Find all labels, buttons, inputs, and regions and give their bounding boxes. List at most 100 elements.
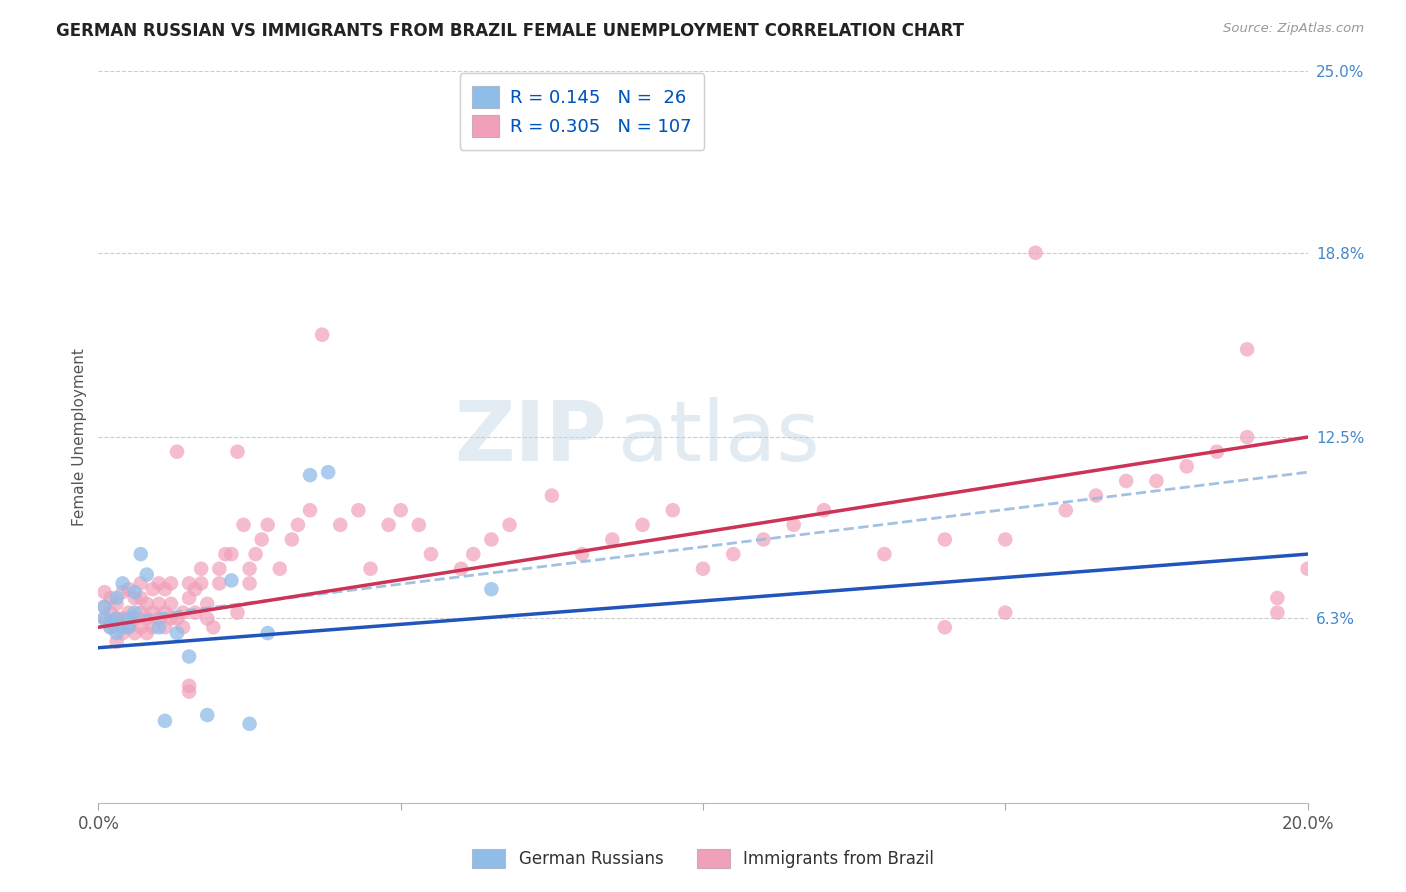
Point — [208, 576, 231, 591]
Text: GERMAN RUSSIAN VS IMMIGRANTS FROM BRAZIL FEMALE UNEMPLOYMENT CORRELATION CHART: GERMAN RUSSIAN VS IMMIGRANTS FROM BRAZIL… — [56, 22, 965, 40]
Point — [1267, 591, 1289, 605]
Point — [281, 533, 304, 547]
Point — [299, 468, 322, 483]
Point — [752, 533, 775, 547]
Point — [662, 503, 685, 517]
Point — [389, 503, 412, 517]
Point — [208, 562, 231, 576]
Point — [135, 567, 157, 582]
Point — [1175, 459, 1198, 474]
Point — [129, 591, 152, 605]
Point — [153, 714, 176, 728]
Point — [481, 533, 503, 547]
Point — [100, 606, 122, 620]
Point — [153, 582, 176, 597]
Point — [329, 517, 352, 532]
Point — [934, 620, 956, 634]
Point — [129, 620, 152, 634]
Point — [195, 708, 218, 723]
Point — [135, 626, 157, 640]
Point — [195, 611, 218, 625]
Point — [118, 620, 141, 634]
Point — [377, 517, 399, 532]
Point — [1085, 489, 1108, 503]
Point — [723, 547, 745, 561]
Point — [245, 547, 267, 561]
Point — [124, 591, 146, 605]
Point — [105, 635, 128, 649]
Point — [420, 547, 443, 561]
Point — [135, 597, 157, 611]
Point — [100, 620, 122, 634]
Point — [221, 547, 243, 561]
Point — [226, 444, 249, 458]
Point — [1206, 444, 1229, 458]
Point — [179, 684, 201, 698]
Point — [450, 562, 472, 576]
Point — [498, 517, 520, 532]
Point — [934, 533, 956, 547]
Point — [692, 562, 714, 576]
Point — [172, 620, 194, 634]
Point — [179, 649, 201, 664]
Point — [1236, 430, 1258, 444]
Point — [148, 597, 170, 611]
Point — [172, 606, 194, 620]
Point — [347, 503, 370, 517]
Point — [148, 620, 170, 634]
Point — [93, 599, 115, 614]
Point — [118, 611, 141, 625]
Point — [100, 620, 122, 634]
Point — [135, 611, 157, 625]
Point — [311, 327, 333, 342]
Text: ZIP: ZIP — [454, 397, 606, 477]
Point — [124, 606, 146, 620]
Y-axis label: Female Unemployment: Female Unemployment — [72, 348, 87, 526]
Point — [631, 517, 654, 532]
Point — [813, 503, 835, 517]
Point — [179, 679, 201, 693]
Point — [179, 591, 201, 605]
Point — [195, 597, 218, 611]
Point — [93, 585, 115, 599]
Point — [93, 599, 115, 614]
Point — [360, 562, 382, 576]
Point — [226, 606, 249, 620]
Point — [994, 606, 1017, 620]
Point — [1236, 343, 1258, 357]
Point — [142, 606, 165, 620]
Point — [100, 591, 122, 605]
Legend: German Russians, Immigrants from Brazil: German Russians, Immigrants from Brazil — [465, 842, 941, 875]
Point — [269, 562, 291, 576]
Point — [873, 547, 896, 561]
Point — [1144, 474, 1167, 488]
Point — [239, 576, 262, 591]
Point — [463, 547, 485, 561]
Point — [602, 533, 624, 547]
Point — [166, 611, 188, 625]
Point — [1024, 245, 1046, 260]
Text: atlas: atlas — [619, 397, 820, 477]
Point — [111, 620, 134, 634]
Point — [142, 582, 165, 597]
Text: Source: ZipAtlas.com: Source: ZipAtlas.com — [1223, 22, 1364, 36]
Point — [142, 620, 165, 634]
Point — [1054, 503, 1077, 517]
Point — [481, 582, 503, 597]
Point — [148, 611, 170, 625]
Point — [124, 585, 146, 599]
Point — [129, 547, 152, 561]
Point — [129, 576, 152, 591]
Point — [105, 626, 128, 640]
Point — [250, 533, 273, 547]
Point — [105, 611, 128, 625]
Point — [994, 533, 1017, 547]
Point — [160, 576, 183, 591]
Point — [408, 517, 430, 532]
Point — [93, 611, 115, 625]
Point — [105, 591, 128, 605]
Point — [316, 465, 339, 479]
Point — [202, 620, 225, 634]
Point — [105, 611, 128, 625]
Point — [166, 444, 188, 458]
